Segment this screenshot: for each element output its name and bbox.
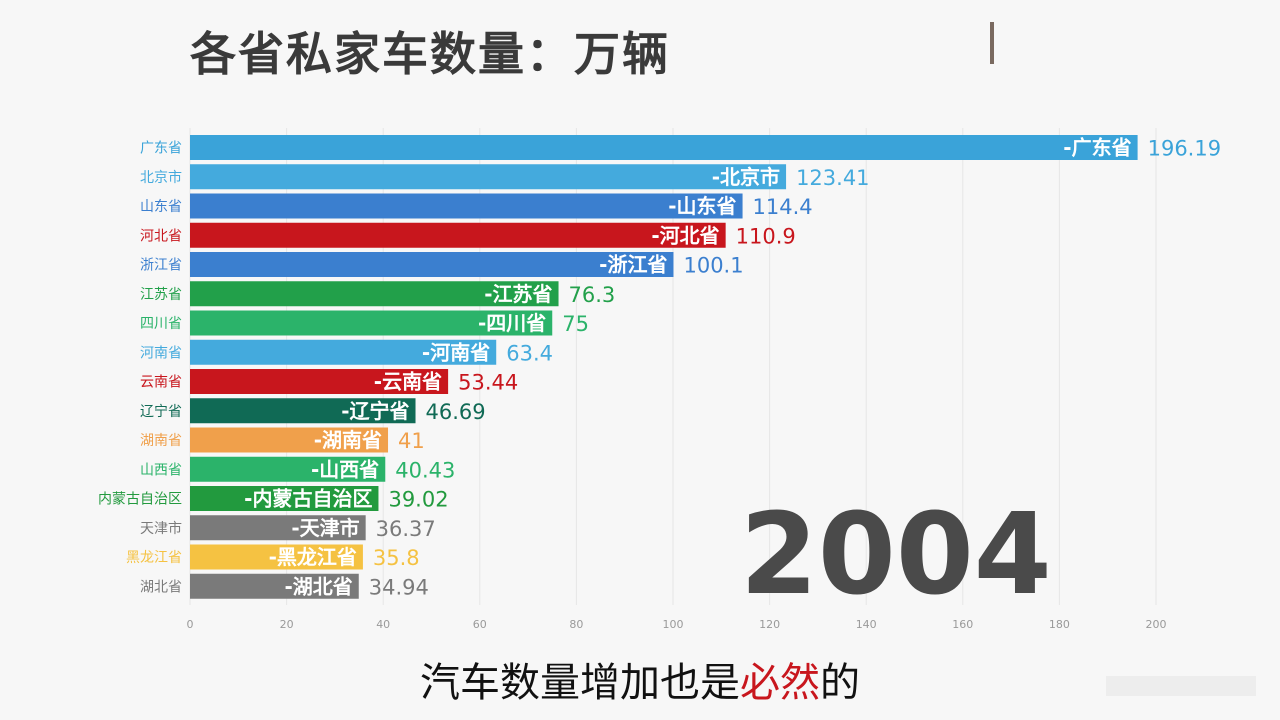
bar: [190, 369, 449, 394]
x-tick-label: 180: [1049, 618, 1070, 631]
x-tick-label: 40: [376, 618, 390, 631]
bar: [190, 135, 1138, 160]
x-tick-label: 80: [569, 618, 583, 631]
subtitle-text-emphasis: 必然: [740, 660, 820, 706]
bar-inner-label: -浙江省: [599, 253, 667, 277]
x-tick-label: 140: [856, 618, 877, 631]
bar-inner-label: -云南省: [374, 370, 442, 394]
category-label: 辽宁省: [140, 403, 182, 420]
category-label: 广东省: [140, 141, 182, 157]
bar: [190, 573, 359, 599]
category-label: 天津市: [140, 520, 182, 537]
value-label: 196.19: [1148, 137, 1221, 161]
bar-inner-label: -山东省: [668, 194, 736, 218]
bar: [190, 281, 559, 307]
bar: [190, 544, 363, 570]
x-tick-label: 0: [187, 618, 194, 631]
value-label: 114.4: [753, 195, 813, 219]
x-tick-label: 20: [280, 618, 294, 631]
category-label: 江苏省: [140, 287, 182, 303]
bar: [190, 398, 416, 424]
value-label: 63.4: [506, 341, 553, 365]
value-label: 41: [398, 429, 425, 453]
category-label: 山西省: [140, 462, 182, 478]
value-label: 36.37: [376, 517, 436, 541]
category-label: 山东省: [140, 199, 182, 215]
value-label: 40.43: [395, 458, 455, 482]
category-label: 云南省: [140, 375, 182, 391]
bar: [190, 427, 389, 453]
value-label: 46.69: [426, 400, 486, 424]
bar: [190, 486, 379, 511]
bar-inner-label: -黑龙江省: [269, 545, 357, 569]
bar-inner-label: -四川省: [478, 311, 546, 335]
subtitle-text-after: 的: [820, 660, 860, 706]
bar: [190, 252, 674, 277]
value-label: 35.8: [373, 546, 420, 570]
bar-inner-label: -北京市: [712, 165, 780, 189]
x-tick-label: 100: [663, 618, 684, 631]
bar: [190, 339, 497, 365]
bar-inner-label: -山西省: [311, 457, 379, 481]
bar-inner-label: -天津市: [291, 516, 359, 540]
value-label: 76.3: [569, 283, 616, 307]
watermark: [1106, 676, 1256, 696]
category-label: 四川省: [140, 316, 182, 332]
bar-inner-label: -湖北省: [284, 574, 352, 598]
value-label: 39.02: [388, 488, 448, 512]
bar: [190, 310, 553, 336]
bar-inner-label: -广东省: [1063, 136, 1131, 160]
bar: [190, 222, 726, 248]
bar-inner-label: -河南省: [422, 340, 490, 364]
bar: [190, 456, 386, 482]
bar: [190, 164, 787, 190]
category-label: 湖北省: [140, 579, 182, 595]
value-label: 34.94: [369, 575, 429, 599]
bar: [190, 515, 366, 541]
x-tick-label: 120: [759, 618, 780, 631]
value-label: 123.41: [796, 166, 869, 190]
x-tick-label: 200: [1146, 618, 1167, 631]
x-tick-label: 60: [473, 618, 487, 631]
bar-inner-label: -辽宁省: [341, 399, 409, 423]
subtitle-caption: 汽车数量增加也是必然的: [0, 650, 1280, 708]
bar-inner-label: -内蒙古自治区: [244, 487, 372, 511]
category-label: 内蒙古自治区: [98, 492, 182, 508]
category-label: 黑龙江省: [126, 550, 182, 566]
x-tick-label: 160: [952, 618, 973, 631]
category-label: 湖南省: [140, 433, 182, 449]
category-label: 河北省: [140, 228, 182, 244]
value-label: 110.9: [736, 224, 796, 248]
subtitle-text-before: 汽车数量增加也是: [420, 660, 740, 706]
category-label: 河南省: [140, 345, 182, 361]
bar-inner-label: -河北省: [651, 223, 719, 247]
value-label: 53.44: [458, 371, 518, 395]
value-label: 75: [562, 312, 589, 336]
category-label: 浙江省: [140, 258, 182, 274]
chart-title: 各省私家车数量：万辆: [190, 27, 670, 81]
category-label: 北京市: [140, 169, 182, 186]
bar-inner-label: -江苏省: [484, 282, 552, 306]
bar-chart: 0 20 40 60 80 100 120 140 160 180 200 广东省 -广东省 196.19…: [98, 128, 1221, 631]
bar-inner-label: -湖南省: [314, 428, 382, 452]
year-label: 2004: [740, 490, 1052, 620]
cursor-mark: [990, 22, 994, 64]
value-label: 100.1: [683, 254, 743, 278]
bar: [190, 193, 743, 219]
